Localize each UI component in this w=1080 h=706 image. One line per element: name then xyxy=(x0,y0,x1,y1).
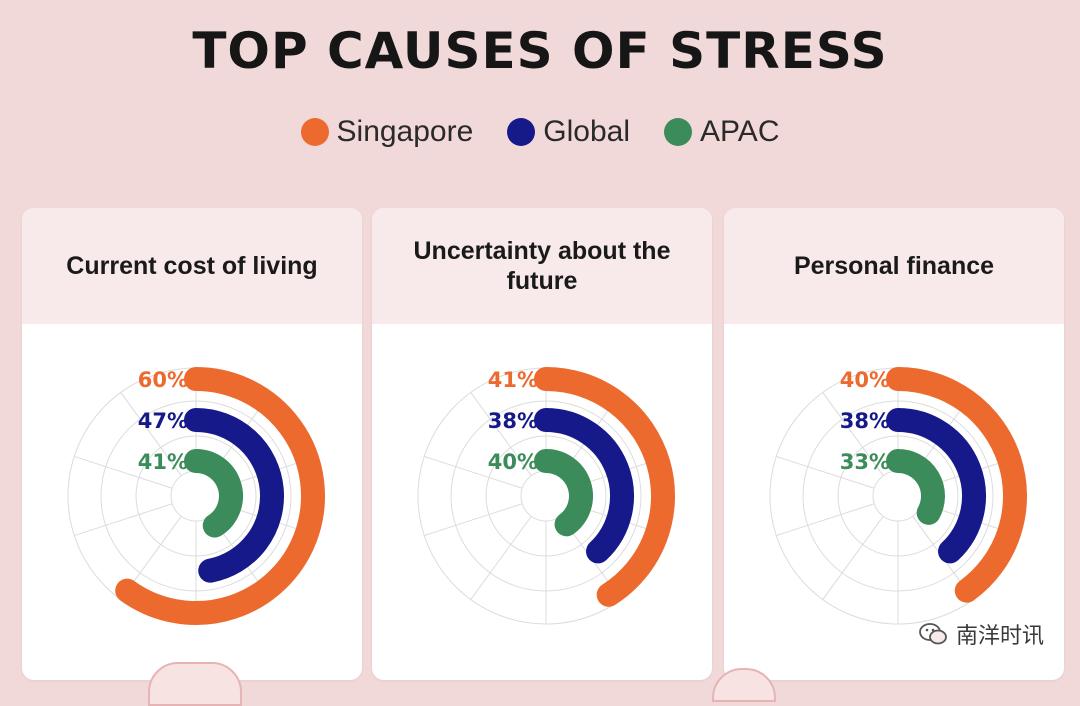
grid-spoke xyxy=(776,503,875,537)
decorative-shape xyxy=(148,662,242,706)
panel-title: Current cost of living xyxy=(66,252,318,280)
data-label-apac: 40% xyxy=(488,450,538,474)
chart-title: TOP CAUSES OF STRESS xyxy=(192,22,888,80)
panel-header: Personal finance xyxy=(724,208,1064,324)
legend-label-apac: APAC xyxy=(700,115,780,148)
data-label-apac: 41% xyxy=(138,450,188,474)
grid-spoke xyxy=(822,392,884,477)
bar-apac xyxy=(184,449,243,538)
legend-item-global: Global xyxy=(507,115,630,149)
bar-global xyxy=(184,408,284,583)
legend-swatch-global xyxy=(507,118,536,146)
data-label-global: 38% xyxy=(840,409,890,433)
bar-global xyxy=(886,408,986,564)
radial-chart-cost-of-living: 60% 47% 41% xyxy=(67,367,325,625)
legend-item-apac: APAC xyxy=(664,115,779,149)
grid-spoke xyxy=(822,515,884,600)
panel-header: Current cost of living xyxy=(22,208,362,324)
grid-spoke xyxy=(424,455,523,489)
legend-label-singapore: Singapore xyxy=(336,115,474,148)
bar-singapore xyxy=(886,367,1027,603)
radial-chart-uncertainty: 41% 38% 40% xyxy=(417,367,675,625)
data-label-singapore: 60% xyxy=(138,368,188,392)
legend-item-singapore: Singapore xyxy=(300,115,474,149)
radial-chart-personal-finance: 40% 38% 33% xyxy=(769,367,1027,625)
wechat-icon xyxy=(919,623,947,645)
bar-singapore xyxy=(115,367,325,625)
data-label-singapore: 40% xyxy=(840,368,890,392)
legend-label-global: Global xyxy=(543,115,631,148)
grid-spoke xyxy=(776,455,875,489)
panel-cost-of-living: Current cost of living 60% 47% 41% xyxy=(22,208,362,680)
panel-title: Uncertainty about the future xyxy=(413,237,671,295)
grid-spoke xyxy=(120,392,182,477)
grid-spoke xyxy=(470,515,532,600)
panel-uncertainty: Uncertainty about the future 41% 38% 40% xyxy=(372,208,712,680)
data-label-singapore: 41% xyxy=(488,368,538,392)
grid-spoke xyxy=(424,503,523,537)
panel-header: Uncertainty about the future xyxy=(372,208,712,324)
bar-singapore xyxy=(534,367,675,607)
bar-apac xyxy=(886,449,945,525)
watermark: 南洋时讯 xyxy=(918,618,1044,650)
data-label-global: 38% xyxy=(488,409,538,433)
grid-spoke xyxy=(470,392,532,477)
grid-spoke xyxy=(74,503,173,537)
watermark-text: 南洋时讯 xyxy=(955,623,1044,648)
legend-swatch-apac xyxy=(664,118,693,146)
grid-spoke xyxy=(74,455,173,489)
panel-title: Personal finance xyxy=(793,252,995,280)
data-label-global: 47% xyxy=(138,409,188,433)
panel-personal-finance: Personal finance 40% 38% 33% xyxy=(724,208,1064,680)
bar-global xyxy=(534,408,634,564)
data-label-apac: 33% xyxy=(840,450,890,474)
bar-apac xyxy=(534,449,593,537)
legend: Singapore Global APAC xyxy=(0,115,1080,149)
legend-swatch-singapore xyxy=(300,118,329,146)
